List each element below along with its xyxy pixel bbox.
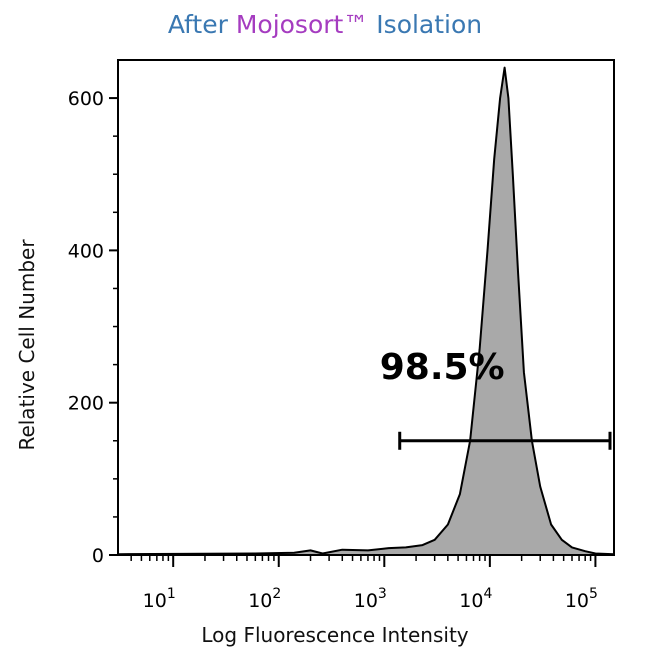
y-tick-label: 0 xyxy=(92,545,104,567)
y-tick-label: 200 xyxy=(68,393,104,415)
x-axis-label: Log Fluorescence Intensity xyxy=(201,623,468,647)
x-tick-label: 104 xyxy=(459,586,492,612)
title-part-mojosort: Mojosort™ xyxy=(235,10,369,39)
y-axis-label: Relative Cell Number xyxy=(15,239,39,451)
title-part-after: After xyxy=(167,10,236,39)
x-tick-label: 103 xyxy=(354,586,387,612)
y-tick-label: 600 xyxy=(68,88,104,110)
gate-percentage-label: 98.5% xyxy=(380,347,505,388)
histogram-area xyxy=(117,66,615,556)
title-part-isolation: Isolation xyxy=(368,10,483,39)
x-tick-label: 105 xyxy=(565,586,598,612)
chart-title: After Mojosort™ Isolation xyxy=(0,10,650,39)
x-tick-label: 101 xyxy=(143,586,176,612)
y-tick-label: 400 xyxy=(68,240,104,262)
x-tick-label: 102 xyxy=(248,586,281,612)
